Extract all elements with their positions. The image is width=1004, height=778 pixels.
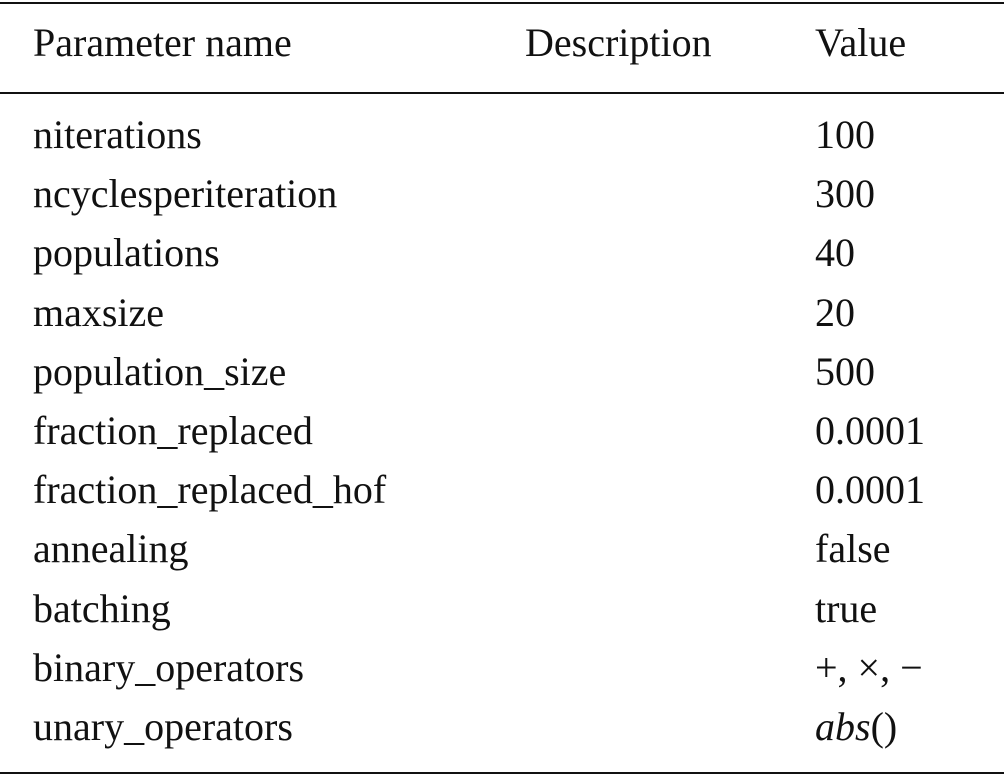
parameter-name: maxsize xyxy=(33,289,165,335)
parameter-value: 0.0001 xyxy=(815,467,925,513)
parameter-value: +, ×, − xyxy=(815,644,923,690)
header-cell: Value xyxy=(815,20,907,65)
bottom-rule xyxy=(0,772,1004,774)
parameter-value: 500 xyxy=(815,348,875,394)
parameter-name: population_size xyxy=(33,348,287,394)
mid-rule xyxy=(0,92,1004,94)
parameter-name: populations xyxy=(33,230,220,276)
parameter-value: 40 xyxy=(815,230,855,276)
parameter-value: false xyxy=(815,526,891,572)
parameter-name: fraction_replaced xyxy=(33,408,313,453)
parameter-name: annealing xyxy=(33,526,189,572)
parameter-name: ncyclesperiteration xyxy=(33,171,338,217)
header-cell: Description xyxy=(525,20,712,65)
parameter-name: batching xyxy=(33,585,171,631)
function-name: abs xyxy=(815,704,871,749)
parameter-name: niterations xyxy=(33,112,202,157)
parameter-value: abs() xyxy=(815,703,897,751)
parameter-name: unary_operators xyxy=(33,704,293,749)
parameter-value: 300 xyxy=(815,171,875,217)
header-cell: Parameter name xyxy=(33,20,292,65)
function-args: () xyxy=(870,704,898,749)
parameter-value: 20 xyxy=(815,289,855,335)
parameter-value: true xyxy=(815,585,878,631)
parameter-value: 0.0001 xyxy=(815,408,925,453)
parameter-name: binary_operators xyxy=(33,644,305,690)
parameter-name: fraction_replaced_hof xyxy=(33,467,387,513)
parameter-value: 100 xyxy=(815,112,875,157)
top-rule xyxy=(0,2,1004,4)
